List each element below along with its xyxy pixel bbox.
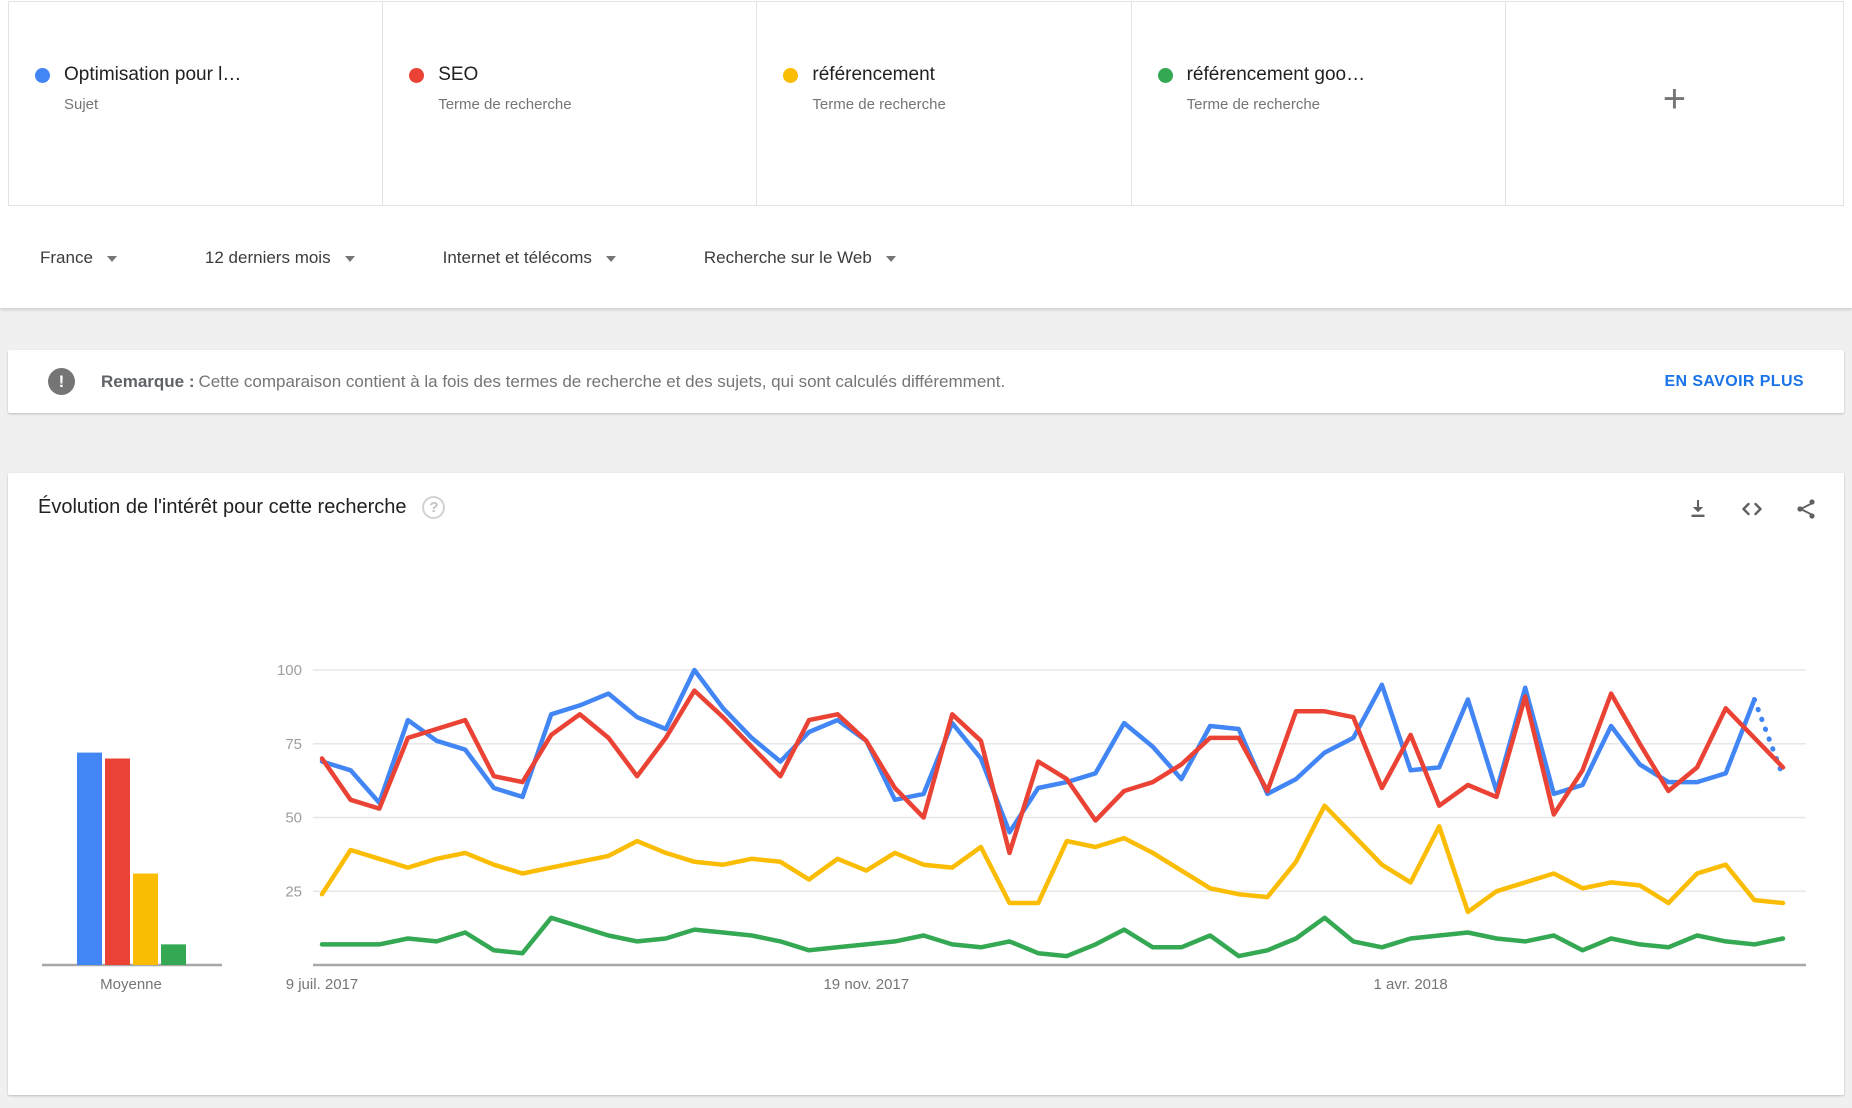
term-card-0[interactable]: Optimisation pour l… Sujet — [9, 2, 382, 205]
y-tick-50: 50 — [285, 810, 302, 827]
term-card-1[interactable]: SEO Terme de recherche — [382, 2, 756, 205]
share-icon[interactable] — [1794, 497, 1818, 521]
filter-label: Internet et télécoms — [442, 247, 592, 267]
chevron-down-icon — [106, 256, 117, 262]
term-color-dot — [783, 67, 799, 83]
learn-more-link[interactable]: EN SAVOIR PLUS — [1664, 372, 1804, 390]
trend-line-1 — [319, 688, 1786, 856]
x-axis-label-2: 1 avr. 2018 — [1373, 976, 1447, 993]
average-bar-0 — [77, 752, 102, 965]
exclamation-icon: ! — [48, 368, 75, 395]
x-axis-label-1: 19 nov. 2017 — [823, 976, 909, 993]
geo-filter[interactable]: France — [40, 248, 117, 268]
x-axis-label-0: 9 juil. 2017 — [286, 976, 359, 993]
term-label: Optimisation pour l… — [64, 64, 242, 85]
chevron-down-icon — [885, 256, 896, 262]
interest-over-time-chart: 25 50 75 100 Moyenne 9 juil. 2017 19 nov. 2017… — [42, 662, 1806, 993]
term-card-3[interactable]: référencement goo… Terme de recherche — [1130, 2, 1505, 205]
time-filter[interactable]: 12 derniers mois — [205, 248, 355, 268]
term-label: référencement — [812, 64, 935, 85]
y-tick-75: 75 — [285, 736, 302, 753]
header-block: Optimisation pour l… Sujet SEO Terme de rec… — [0, 0, 1852, 308]
category-filter[interactable]: Internet et télécoms — [443, 248, 616, 268]
help-icon[interactable]: ? — [422, 496, 446, 519]
chart-title: Évolution de l'intérêt pour cette recher… — [38, 496, 446, 519]
chevron-down-icon — [344, 256, 355, 262]
notice-text: Remarque : Cette comparaison contient à l… — [101, 372, 1005, 392]
chart-actions — [1656, 497, 1818, 521]
y-tick-25: 25 — [285, 883, 302, 900]
filter-label: France — [40, 247, 93, 267]
average-bar-2 — [133, 873, 158, 965]
trend-line-0-dotted — [1751, 697, 1786, 779]
chevron-down-icon — [605, 256, 616, 262]
notice-message: Cette comparaison contient à la fois des… — [198, 371, 1006, 391]
filter-bar: France 12 derniers mois Internet et téléco… — [0, 207, 1852, 308]
search-type-filter[interactable]: Recherche sur le Web — [704, 248, 896, 268]
average-bar-3 — [161, 944, 186, 965]
term-cards-row: Optimisation pour l… Sujet SEO Terme de rec… — [8, 1, 1844, 206]
plus-icon: + — [1662, 76, 1687, 121]
term-color-dot — [1157, 67, 1173, 83]
trend-line-2 — [319, 803, 1786, 915]
trend-line-3 — [319, 915, 1786, 959]
average-bar-1 — [105, 758, 130, 965]
y-tick-100: 100 — [277, 662, 302, 679]
filter-label: Recherche sur le Web — [703, 247, 872, 267]
term-type: Terme de recherche — [812, 96, 946, 113]
chart-header: Évolution de l'intérêt pour cette recher… — [8, 473, 1844, 539]
term-type: Terme de recherche — [438, 96, 572, 113]
term-type: Sujet — [64, 96, 99, 113]
term-color-dot — [35, 67, 50, 83]
download-icon[interactable] — [1686, 497, 1710, 521]
add-term-button[interactable]: + — [1504, 2, 1843, 205]
filter-label: 12 derniers mois — [204, 247, 331, 267]
term-card-2[interactable]: référencement Terme de recherche — [756, 2, 1130, 205]
notice-label: Remarque : — [101, 371, 195, 391]
term-color-dot — [409, 67, 425, 83]
embed-icon[interactable] — [1740, 497, 1764, 521]
notice-banner: ! Remarque : Cette comparaison contient à… — [8, 350, 1844, 413]
term-label: SEO — [438, 64, 479, 85]
term-type: Terme de recherche — [1186, 96, 1321, 113]
average-label: Moyenne — [100, 976, 162, 993]
interest-over-time-card: Évolution de l'intérêt pour cette recher… — [8, 473, 1844, 1095]
term-label: référencement goo… — [1186, 64, 1366, 85]
